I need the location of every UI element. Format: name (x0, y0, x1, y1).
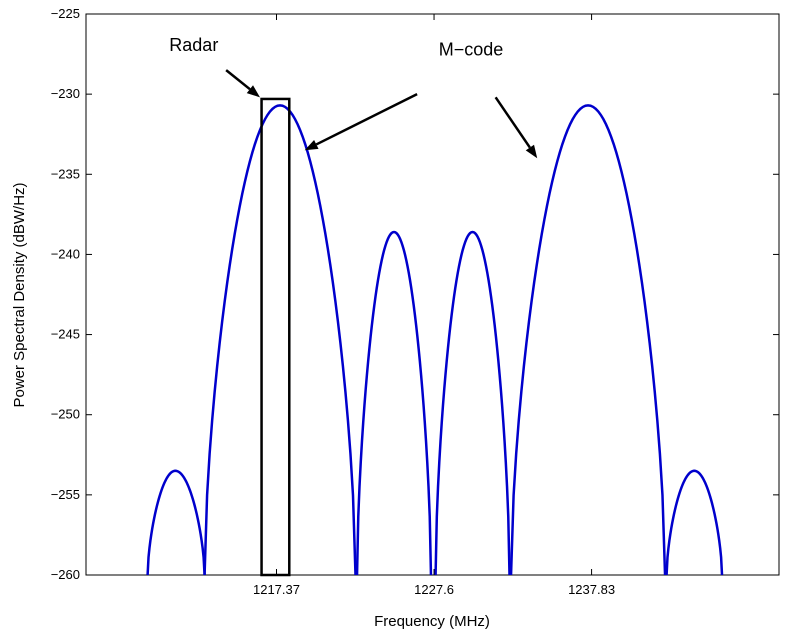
y-tick-label: −235 (51, 166, 80, 181)
y-axis-ticks: −260 −255 −250 −245 −240 −235 −230 −225 (51, 6, 779, 582)
annotation-arrow-shaft (225, 69, 251, 91)
y-tick-label: −255 (51, 487, 80, 502)
x-tick-label: 1217.37 (253, 582, 300, 597)
psd-lobe (509, 104, 667, 576)
y-tick-label: −230 (51, 86, 80, 101)
psd-lobe (434, 230, 511, 576)
radar-band-box (260, 97, 291, 577)
annotation-arrow-head (525, 144, 538, 159)
y-tick-label: −245 (51, 327, 80, 342)
y-tick-label: −250 (51, 407, 80, 422)
annotation-arrow-shaft (315, 93, 418, 146)
x-axis-label: Frequency (MHz) (374, 613, 490, 630)
annotation-label: M−code (439, 40, 504, 60)
psd-lobe (355, 230, 433, 576)
psd-lobe (203, 104, 357, 576)
y-tick-label: −260 (51, 567, 80, 582)
radar-box-group (260, 97, 291, 577)
psd-curve-group (146, 104, 724, 576)
annotation-arrow-head (246, 85, 261, 98)
plot-area (85, 13, 780, 576)
annotations-group: Radar M−code (169, 35, 538, 159)
psd-lobe (665, 469, 724, 576)
y-tick-label: −225 (51, 6, 80, 21)
x-axis-ticks: 1217.37 1227.6 1237.83 (253, 14, 615, 597)
x-tick-label: 1237.83 (568, 582, 615, 597)
y-tick-label: −240 (51, 246, 80, 261)
x-tick-label: 1227.6 (414, 582, 454, 597)
psd-lobe (146, 469, 206, 576)
annotation-arrow-head (304, 139, 319, 151)
annotation-label: Radar (169, 35, 218, 55)
y-axis-label: Power Spectral Density (dBW/Hz) (11, 182, 28, 407)
annotation-arrow-shaft (494, 96, 531, 149)
